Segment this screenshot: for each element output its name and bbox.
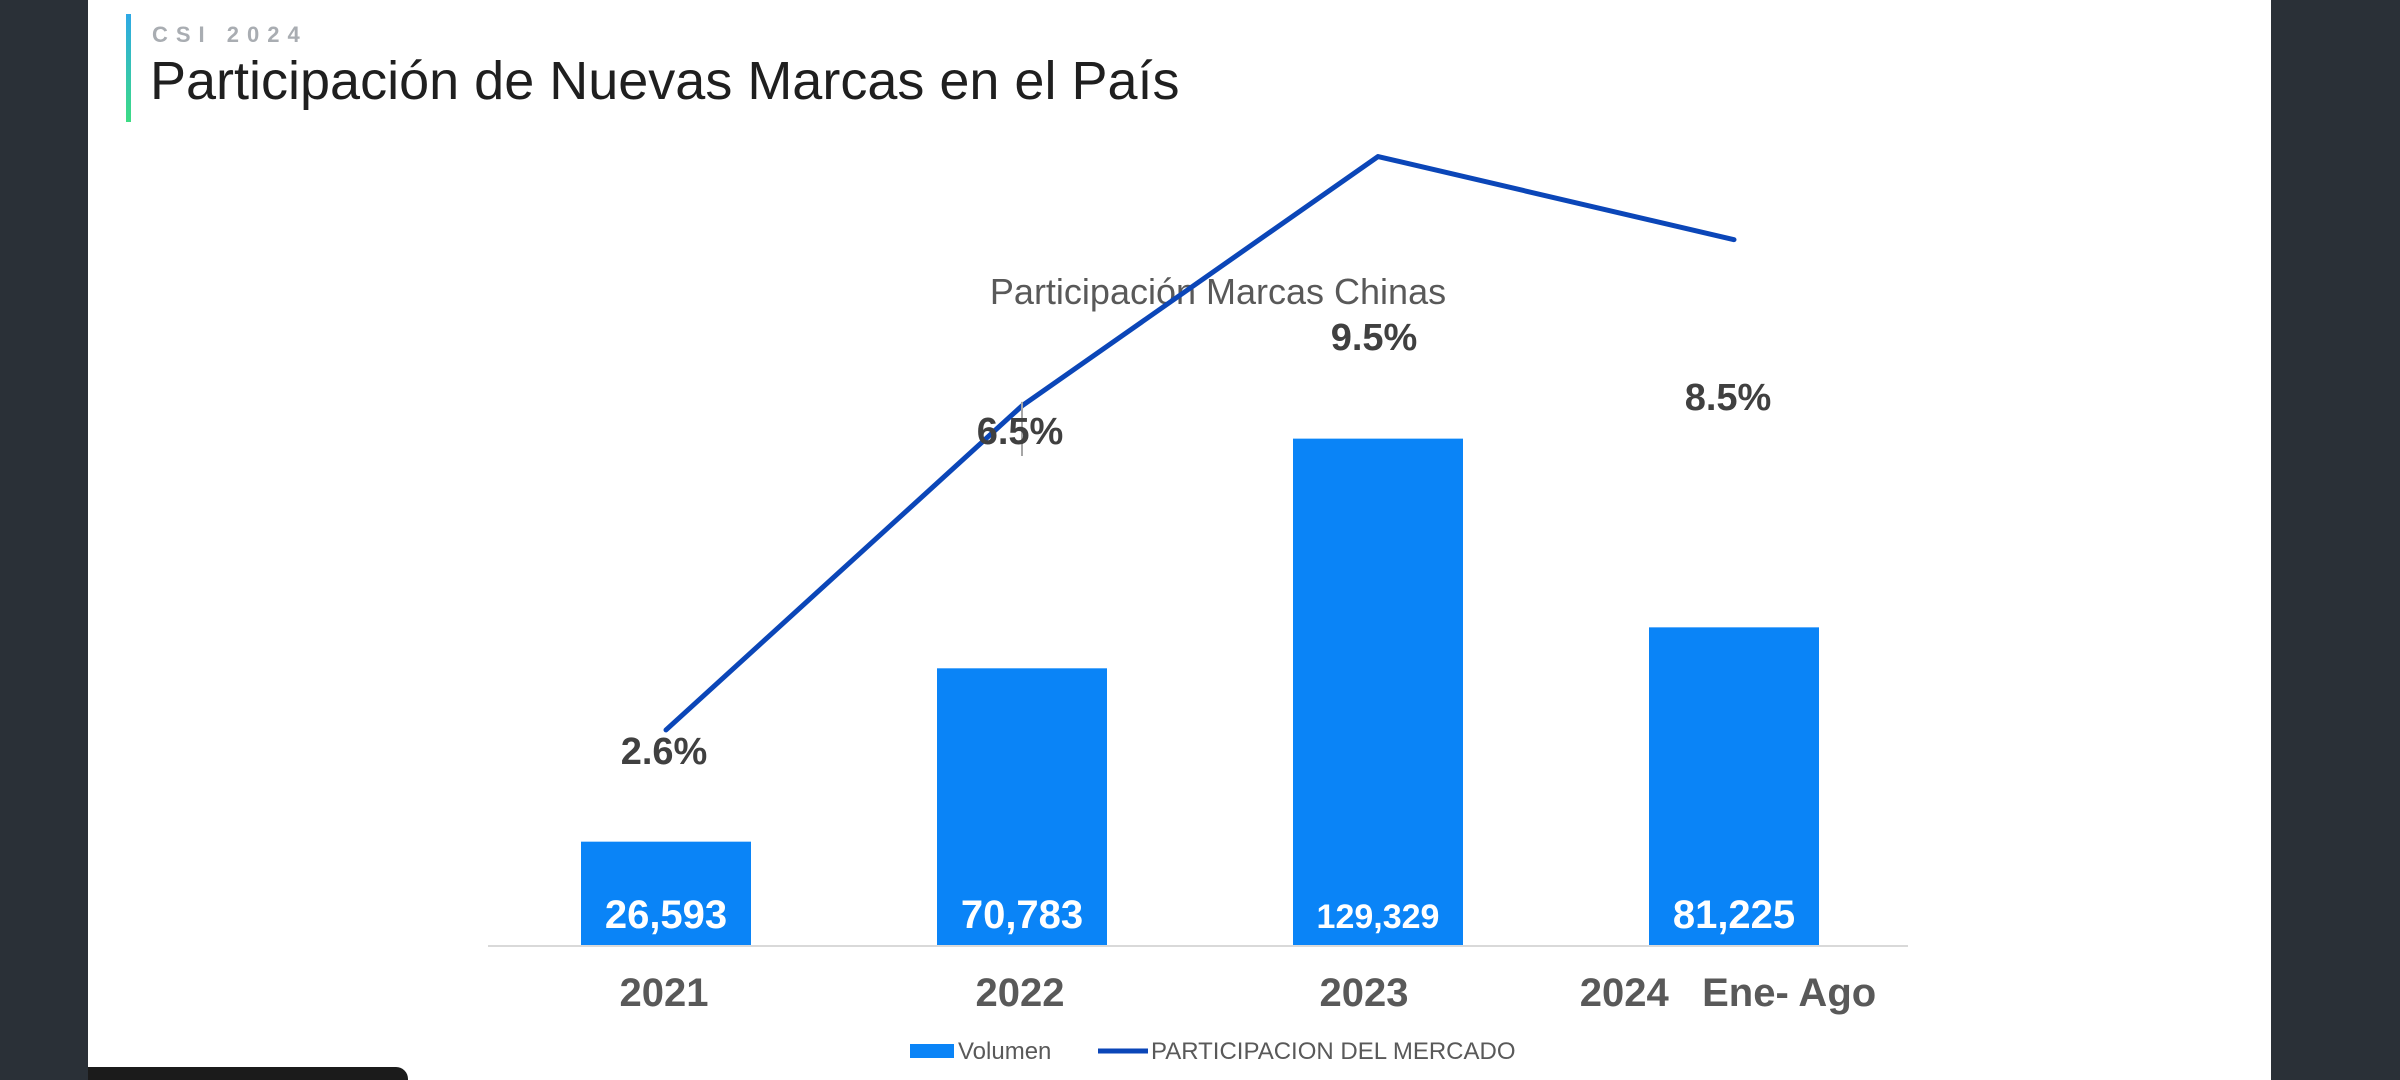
line-value-label: 2.6% [621, 731, 708, 773]
slide-eyebrow: CSI 2024 [152, 22, 308, 47]
slide-title: Participación de Nuevas Marcas en el Paí… [150, 51, 1180, 111]
x-tick-label: 2023 [1320, 971, 1409, 1015]
bar-2023 [1293, 438, 1463, 946]
bar-value-label: 81,225 [1673, 893, 1795, 937]
bar-value-label: 26,593 [605, 893, 727, 937]
line-layer: 2.6% 6.5% 9.5% 8.5% [621, 154, 1772, 773]
x-tick-label: 2022 [976, 971, 1065, 1015]
legend: Volumen PARTICIPACION DEL MERCADO [910, 1038, 1516, 1065]
slide: CSI 2024 Participación de Nuevas Marcas … [88, 0, 2271, 1080]
x-tick-label: 2024 Ene- Ago [1580, 971, 1876, 1015]
line-value-label: 6.5% [977, 411, 1064, 453]
legend-volumen-swatch [910, 1044, 954, 1058]
bar-2021 [581, 841, 751, 946]
bar-value-label: 129,329 [1317, 898, 1440, 936]
bars-layer: 26,593 70,783 129,329 81,225 [581, 438, 1819, 946]
participacion-line [663, 154, 1737, 733]
x-tick-label: 2021 [620, 971, 709, 1015]
bar-2024 [1649, 627, 1819, 946]
line-value-label: 8.5% [1685, 377, 1772, 419]
combo-chart: Participación Marcas Chinas 26,593 70,783… [488, 154, 1908, 1065]
bar-value-label: 70,783 [961, 893, 1083, 937]
corner-overlay-bar [88, 1067, 408, 1080]
legend-volumen-label: Volumen [958, 1038, 1051, 1065]
x-labels-layer: 2021 2022 2023 2024 Ene- Ago [620, 971, 1877, 1015]
legend-participacion-label: PARTICIPACION DEL MERCADO [1151, 1038, 1516, 1065]
line-value-label: 9.5% [1331, 317, 1418, 359]
bar-2022 [937, 668, 1107, 946]
title-accent-bar [126, 14, 131, 122]
chart-title: Participación Marcas Chinas [990, 271, 1446, 312]
